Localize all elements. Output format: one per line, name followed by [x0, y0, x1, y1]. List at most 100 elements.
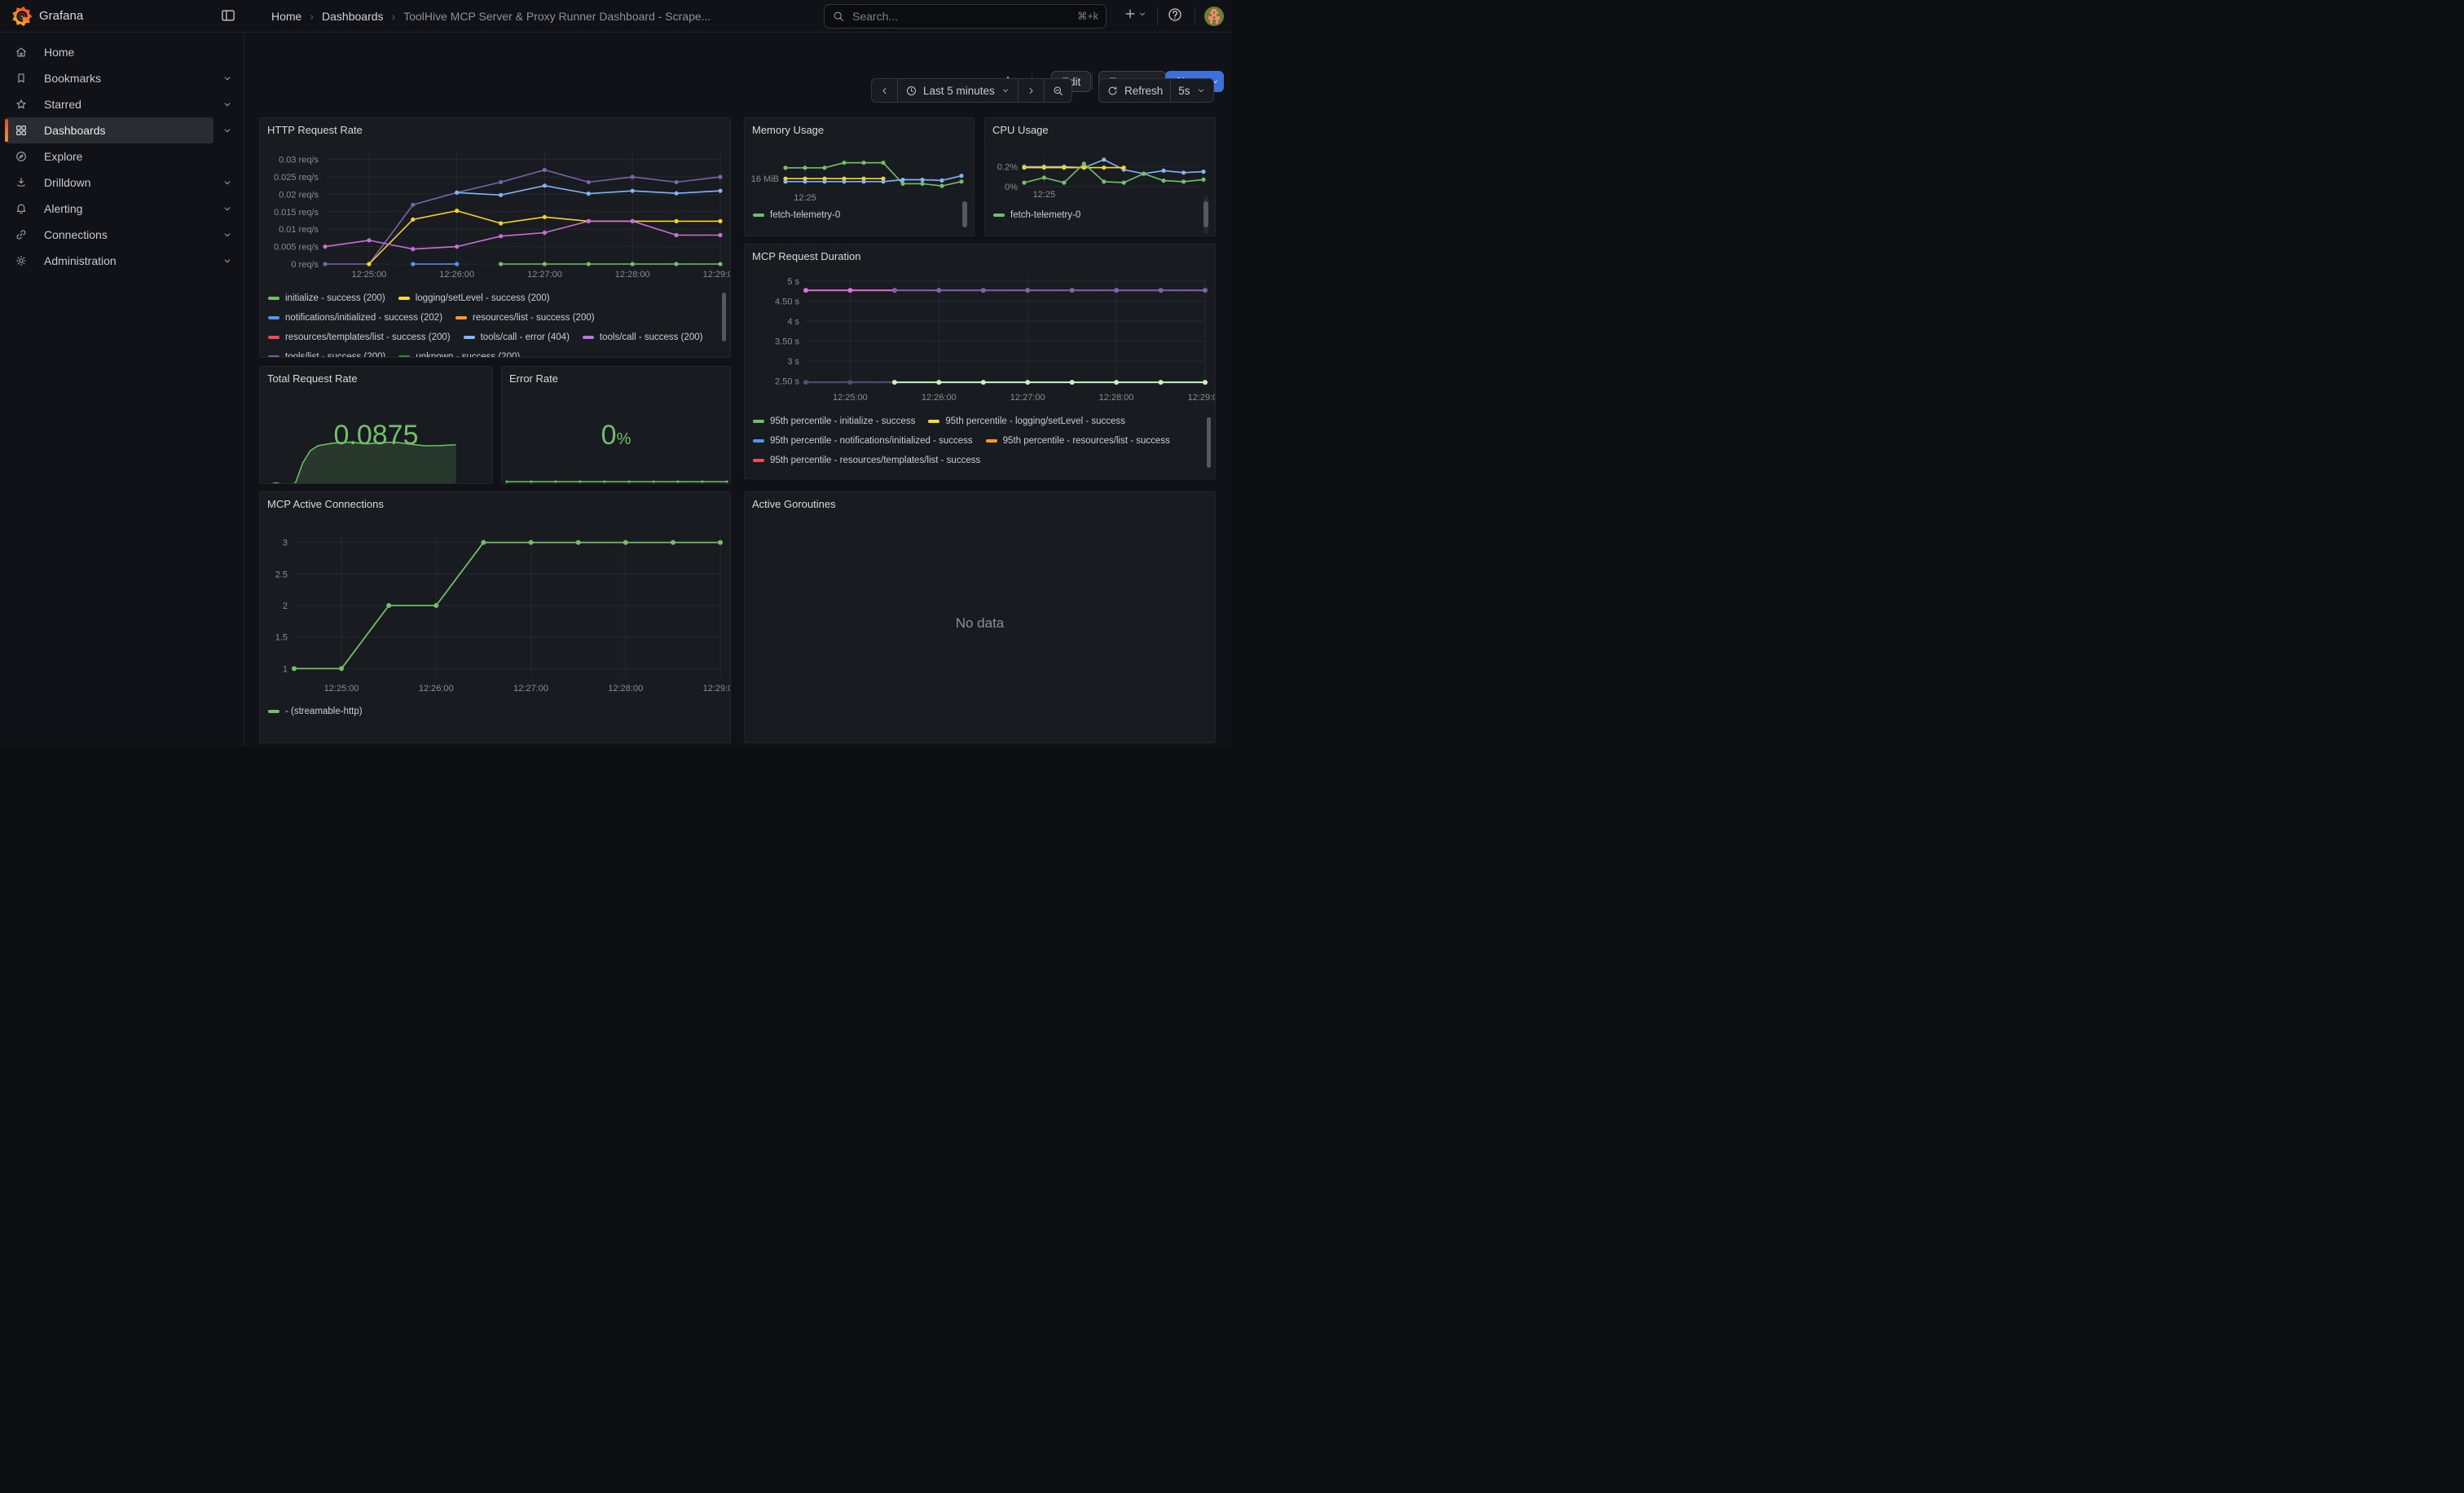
legend-item[interactable]: - (streamable-http) — [268, 706, 363, 717]
time-range-picker[interactable]: Last 5 minutes — [897, 79, 1018, 102]
chevron-left-icon — [879, 86, 890, 96]
svg-text:3: 3 — [283, 539, 288, 548]
divider — [1092, 73, 1093, 90]
legend-scrollbar[interactable] — [962, 201, 967, 227]
panel-mcp-request-duration: MCP Request Duration 12:25:0012:26:0012:… — [744, 244, 1216, 479]
svg-text:0.015 req/s: 0.015 req/s — [274, 208, 319, 218]
plus-icon — [1123, 7, 1137, 21]
panel-error-rate: Error Rate 0% — [501, 366, 731, 484]
dock-sidebar-icon[interactable] — [220, 7, 238, 25]
panel-title[interactable]: Error Rate — [509, 372, 558, 385]
svg-text:0 req/s: 0 req/s — [291, 260, 319, 270]
chevron-down-icon[interactable] — [222, 255, 233, 266]
svg-text:12:26:00: 12:26:00 — [922, 393, 957, 403]
time-shift-forward-button[interactable] — [1018, 79, 1044, 102]
legend-item[interactable]: fetch-telemetry-0 — [993, 209, 1080, 221]
chart-legend: fetch-telemetry-0 — [753, 209, 957, 222]
sidebar-item-connections[interactable]: Connections — [5, 222, 213, 248]
legend-item[interactable]: 95th percentile - notifications/initiali… — [753, 435, 973, 447]
search-input[interactable] — [824, 4, 1107, 29]
chevron-down-icon — [1196, 86, 1206, 95]
time-shift-back-button[interactable] — [872, 79, 897, 102]
legend-item[interactable]: logging/setLevel - success (200) — [398, 293, 550, 304]
legend-item[interactable]: 95th percentile - logging/setLevel - suc… — [928, 416, 1125, 427]
sidebar-item-administration[interactable]: Administration — [5, 248, 213, 274]
breadcrumb-home[interactable]: Home — [271, 10, 301, 23]
chevron-down-icon[interactable] — [222, 177, 233, 188]
sidebar-item-label: Connections — [44, 228, 108, 241]
legend-item[interactable]: resources/list - success (200) — [455, 312, 595, 324]
add-new-button[interactable] — [1123, 7, 1147, 21]
zoom-out-button[interactable] — [1044, 79, 1071, 102]
panel-memory-usage: Memory Usage 12:25 16 MiB fetch-telemetry… — [744, 117, 975, 236]
panel-title[interactable]: Active Goroutines — [752, 498, 836, 510]
bell-icon — [15, 202, 28, 215]
chevron-down-icon — [1137, 9, 1147, 19]
chevron-down-icon[interactable] — [222, 203, 233, 214]
panel-title[interactable]: MCP Active Connections — [267, 498, 384, 510]
legend-scrollbar[interactable] — [1203, 201, 1208, 227]
legend-item[interactable]: resources/templates/list - success (200) — [268, 332, 451, 343]
legend-item[interactable]: unknown - success (200) — [398, 351, 520, 357]
refresh-button[interactable]: Refresh — [1099, 79, 1170, 102]
chart-legend: initialize - success (200) logging/setLev… — [268, 293, 717, 357]
svg-text:2.50 s: 2.50 s — [775, 377, 799, 387]
sidebar-item-bookmarks[interactable]: Bookmarks — [5, 65, 213, 91]
panel-active-goroutines: Active Goroutines No data — [744, 491, 1216, 743]
avatar[interactable] — [1204, 7, 1224, 26]
panel-title[interactable]: Total Request Rate — [267, 372, 358, 385]
panel-title[interactable]: HTTP Request Rate — [267, 124, 363, 136]
top-navbar: Grafana Home › Dashboards › ToolHive MCP… — [0, 0, 1232, 33]
sidebar-item-home[interactable]: Home — [5, 39, 213, 65]
legend-scrollbar[interactable] — [722, 293, 726, 341]
svg-text:12:25:00: 12:25:00 — [351, 270, 386, 280]
svg-text:12:29:00: 12:29:00 — [703, 684, 730, 694]
panel-mcp-active-connections: MCP Active Connections 12:25:0012:26:001… — [259, 491, 731, 743]
legend-item[interactable]: tools/list - success (200) — [268, 351, 385, 357]
legend-item[interactable]: 95th percentile - resources/templates/li… — [753, 455, 980, 466]
breadcrumb-dashboards[interactable]: Dashboards — [322, 10, 384, 23]
svg-text:12:25: 12:25 — [794, 193, 816, 203]
refresh-group: Refresh 5s — [1098, 78, 1214, 103]
sidebar-item-alerting[interactable]: Alerting — [5, 196, 213, 222]
star-icon — [15, 98, 28, 111]
legend-item[interactable]: fetch-telemetry-0 — [753, 209, 840, 221]
chevron-down-icon[interactable] — [222, 125, 233, 136]
home-icon — [15, 46, 28, 59]
search-icon — [832, 10, 845, 23]
svg-text:12:25: 12:25 — [1033, 190, 1056, 200]
sidebar-item-drilldown[interactable]: Drilldown — [5, 170, 213, 196]
legend-item[interactable]: tools/call - success (200) — [583, 332, 703, 343]
svg-text:1: 1 — [283, 664, 288, 674]
chevron-down-icon[interactable] — [222, 229, 233, 240]
refresh-icon — [1107, 85, 1119, 97]
sidebar-item-dashboards[interactable]: Dashboards — [5, 117, 213, 143]
legend-scrollbar[interactable] — [1207, 417, 1211, 468]
help-button[interactable] — [1167, 7, 1183, 23]
svg-text:1.5: 1.5 — [275, 633, 288, 643]
legend-item[interactable]: 95th percentile - initialize - success — [753, 416, 915, 427]
svg-text:16 MiB: 16 MiB — [751, 174, 779, 184]
svg-text:12:29:00: 12:29:00 — [703, 270, 730, 280]
legend-item[interactable]: notifications/initialized - success (202… — [268, 312, 442, 324]
svg-text:3.50 s: 3.50 s — [775, 337, 799, 347]
svg-text:2: 2 — [283, 601, 288, 611]
panel-title[interactable]: CPU Usage — [992, 124, 1049, 136]
chevron-down-icon[interactable] — [222, 99, 233, 110]
svg-text:12:27:00: 12:27:00 — [513, 684, 548, 694]
legend-item[interactable]: tools/call - error (404) — [464, 332, 570, 343]
refresh-interval-picker[interactable]: 5s — [1170, 79, 1212, 102]
chevron-down-icon[interactable] — [222, 73, 233, 84]
search-box: ⌘+k — [824, 4, 1107, 29]
grafana-logo-icon[interactable] — [11, 6, 33, 27]
mcp-active-connections-chart[interactable]: 12:25:0012:26:0012:27:0012:28:0012:29:00… — [260, 492, 730, 742]
legend-item[interactable]: 95th percentile - resources/list - succe… — [986, 435, 1170, 447]
svg-text:0.005 req/s: 0.005 req/s — [274, 243, 319, 253]
legend-item[interactable]: initialize - success (200) — [268, 293, 385, 304]
no-data-message: No data — [745, 492, 1215, 742]
zoom-out-icon — [1052, 85, 1064, 97]
sidebar-item-explore[interactable]: Explore — [5, 143, 213, 170]
sidebar-item-starred[interactable]: Starred — [5, 91, 213, 117]
panel-title[interactable]: Memory Usage — [752, 124, 824, 136]
panel-title[interactable]: MCP Request Duration — [752, 250, 860, 262]
